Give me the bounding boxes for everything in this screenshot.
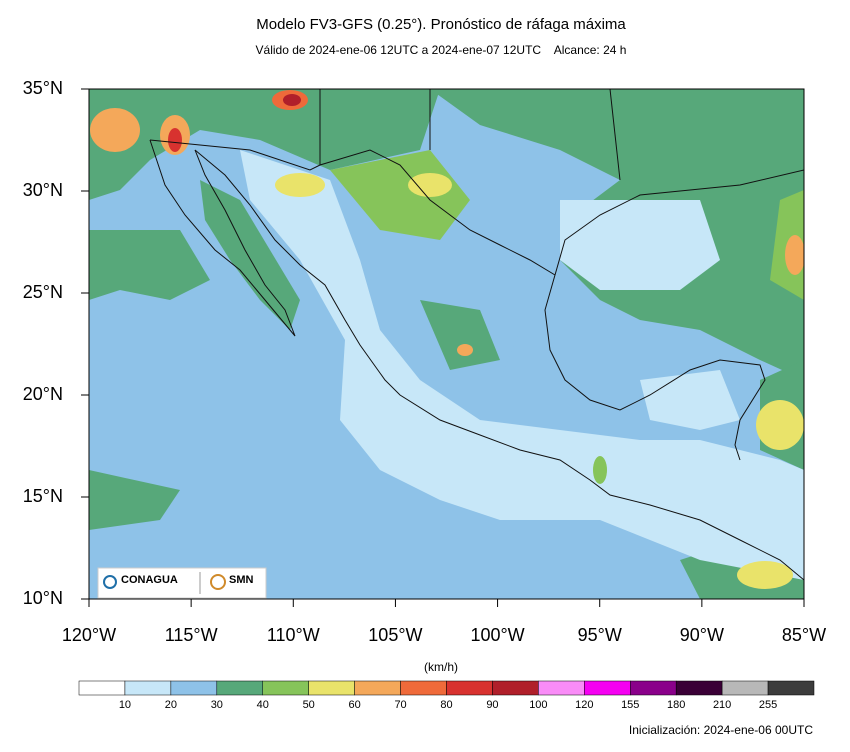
colorbar-swatch	[354, 680, 401, 696]
colorbar-swatch	[216, 680, 263, 696]
colorbar-swatch	[721, 680, 769, 696]
subtitle: Válido de 2024-ene-06 12UTC a 2024-ene-0…	[256, 43, 627, 57]
y-tick-label: 25°N	[23, 282, 63, 302]
y-tick-label: 20°N	[23, 384, 63, 404]
colorbar-label: 210	[713, 699, 731, 711]
logo-box: CONAGUA SMN	[97, 567, 267, 599]
x-tick-label: 95°W	[578, 625, 622, 645]
x-tick-label: 110°W	[267, 625, 320, 645]
colorbar-swatch	[446, 680, 493, 696]
x-tick-label: 105°W	[368, 625, 422, 645]
colorbar-label: 40	[257, 699, 269, 711]
colorbar-label: 30	[211, 699, 223, 711]
colorbar-label: 255	[759, 699, 777, 711]
colorbar-swatch	[400, 680, 447, 696]
colorbar-label: 180	[667, 699, 685, 711]
logo-text: SMN	[229, 574, 254, 586]
x-tick-label: 100°W	[470, 625, 524, 645]
y-tick-label: 10°N	[23, 588, 63, 608]
colorbar-swatch	[262, 680, 309, 696]
x-tick-label: 120°W	[62, 625, 116, 645]
colorbar-label: 70	[394, 699, 406, 711]
colorbar-swatch	[538, 680, 585, 696]
colorbar-label: 100	[529, 699, 547, 711]
colorbar-swatch	[308, 680, 355, 696]
colorbar-label: 90	[486, 699, 498, 711]
colorbar-swatch	[630, 680, 677, 696]
colorbar-label: 80	[440, 699, 452, 711]
footer: Inicialización: 2024-ene-06 00UTC	[629, 723, 813, 737]
colorbar-swatch	[492, 680, 539, 696]
x-tick-label: 90°W	[680, 625, 724, 645]
colorbar-swatch	[170, 680, 218, 696]
y-tick-label: 35°N	[23, 78, 63, 98]
colorbar-label: 20	[165, 699, 177, 711]
colorbar-label: 120	[575, 699, 593, 711]
colorbar-swatch	[767, 680, 815, 696]
colorbar-label: 155	[621, 699, 639, 711]
colorbar-swatch	[78, 680, 126, 696]
title: Modelo FV3-GFS (0.25°). Pronóstico de rá…	[256, 16, 626, 33]
x-tick-label: 85°W	[782, 625, 826, 645]
colorbar-swatch	[124, 680, 172, 696]
colorbar-unit: (km/h)	[424, 660, 458, 674]
colorbar-label: 10	[119, 699, 131, 711]
y-tick-label: 30°N	[23, 180, 63, 200]
colorbar-label: 60	[349, 699, 361, 711]
logo-text: CONAGUA	[121, 574, 178, 586]
y-tick-label: 15°N	[23, 486, 63, 506]
colorbar-swatch	[584, 680, 631, 696]
colorbar-swatch	[675, 680, 723, 696]
colorbar-label: 50	[303, 699, 315, 711]
map-frame	[88, 88, 805, 600]
x-tick-label: 115°W	[165, 625, 218, 645]
map-field	[89, 89, 804, 599]
